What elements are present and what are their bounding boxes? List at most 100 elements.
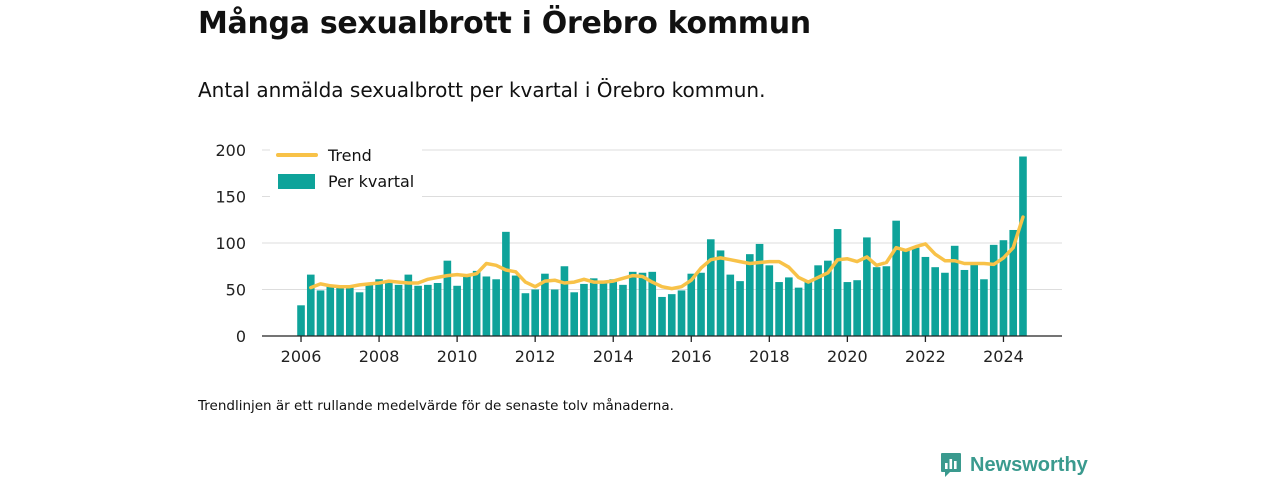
bar bbox=[531, 289, 539, 336]
bar bbox=[570, 292, 578, 336]
bar bbox=[706, 239, 715, 336]
chart-title: Många sexualbrott i Örebro kommun bbox=[198, 6, 811, 41]
bar bbox=[882, 266, 891, 336]
bar bbox=[824, 260, 832, 336]
bar bbox=[853, 280, 861, 336]
bar bbox=[580, 283, 588, 336]
x-tick-label: 2024 bbox=[983, 347, 1024, 366]
bar bbox=[511, 275, 520, 336]
bar bbox=[980, 279, 988, 336]
bar bbox=[921, 256, 930, 336]
bar bbox=[863, 237, 871, 336]
bar bbox=[550, 289, 559, 336]
bar bbox=[1019, 156, 1027, 336]
bar bbox=[667, 294, 676, 336]
bar bbox=[385, 280, 393, 336]
x-tick-label: 2012 bbox=[515, 347, 556, 366]
y-tick-label: 100 bbox=[215, 234, 246, 253]
bar bbox=[492, 279, 500, 336]
bar bbox=[355, 292, 364, 336]
bar bbox=[443, 260, 452, 336]
bar bbox=[726, 274, 735, 336]
bar bbox=[902, 250, 910, 336]
x-tick-label: 2020 bbox=[827, 347, 868, 366]
bar bbox=[424, 284, 432, 336]
bar bbox=[628, 271, 637, 336]
bar bbox=[999, 240, 1008, 336]
x-tick-label: 2018 bbox=[749, 347, 790, 366]
bar bbox=[1009, 229, 1018, 336]
bar bbox=[989, 244, 998, 336]
legend: Trend Per kvartal bbox=[270, 140, 422, 198]
bar bbox=[648, 271, 657, 336]
x-tick-label: 2008 bbox=[359, 347, 400, 366]
bar bbox=[297, 305, 305, 336]
x-axis: 2006 2008 2010 2012 2014 2016 2018 2020 2022 2024 bbox=[262, 335, 1062, 366]
y-tick-labels: 0 50 100 150 200 bbox=[215, 141, 246, 346]
bar bbox=[794, 287, 803, 336]
bar bbox=[326, 285, 335, 336]
bar bbox=[472, 270, 481, 336]
bar bbox=[931, 267, 939, 336]
bar bbox=[414, 285, 422, 336]
footnote: Trendlinjen är ett rullande medelvärde f… bbox=[198, 398, 674, 414]
bar bbox=[638, 272, 647, 336]
bar bbox=[677, 290, 686, 336]
bar bbox=[346, 287, 354, 336]
bar bbox=[804, 281, 813, 336]
x-tick-label: 2006 bbox=[281, 347, 322, 366]
bar bbox=[336, 285, 344, 336]
bar bbox=[911, 247, 920, 336]
brand[interactable]: Newsworthy bbox=[940, 450, 1088, 480]
bar bbox=[599, 282, 608, 336]
bar bbox=[541, 273, 549, 336]
bar bbox=[316, 290, 325, 336]
y-tick-label: 0 bbox=[236, 327, 246, 346]
bar bbox=[736, 281, 744, 336]
trend-line bbox=[309, 215, 1025, 291]
bar bbox=[960, 269, 969, 336]
bar bbox=[755, 243, 764, 336]
bar bbox=[950, 245, 959, 336]
bar-chart: 0 50 100 150 200 2006 2008 2010 2012 2014 2016 201… bbox=[215, 140, 1062, 366]
bar bbox=[814, 265, 822, 336]
x-tick-label: 2014 bbox=[593, 347, 634, 366]
bar bbox=[306, 274, 315, 336]
bar bbox=[687, 273, 696, 336]
bar bbox=[560, 266, 569, 336]
bar bbox=[609, 279, 618, 336]
y-tick-label: 200 bbox=[215, 141, 246, 160]
bar bbox=[463, 276, 471, 336]
bar bbox=[872, 267, 881, 336]
y-tick-label: 50 bbox=[226, 281, 246, 300]
bar bbox=[843, 282, 852, 336]
bar bbox=[521, 293, 530, 336]
bar bbox=[785, 277, 793, 336]
bar-series bbox=[297, 156, 1027, 336]
legend-trend-label: Trend bbox=[327, 146, 372, 165]
newsworthy-logo-icon bbox=[941, 453, 961, 477]
bar bbox=[482, 276, 491, 336]
bar bbox=[716, 250, 725, 336]
x-tick-label: 2010 bbox=[437, 347, 478, 366]
legend-bar-label: Per kvartal bbox=[328, 172, 414, 191]
bar bbox=[941, 272, 949, 336]
legend-bar-swatch bbox=[278, 174, 315, 189]
bar bbox=[775, 282, 783, 336]
brand-name: Newsworthy bbox=[970, 453, 1088, 476]
bar bbox=[892, 220, 900, 336]
bar bbox=[765, 265, 774, 336]
bar bbox=[502, 231, 510, 336]
bar bbox=[619, 284, 627, 336]
bar bbox=[394, 284, 403, 336]
bar bbox=[375, 279, 383, 336]
chart-subtitle: Antal anmälda sexualbrott per kvartal i … bbox=[198, 78, 766, 102]
bar bbox=[404, 274, 413, 336]
y-tick-label: 150 bbox=[215, 188, 246, 207]
x-tick-label: 2022 bbox=[905, 347, 946, 366]
bar bbox=[365, 283, 374, 336]
x-tick-label: 2016 bbox=[671, 347, 712, 366]
bar bbox=[970, 263, 978, 336]
bar bbox=[453, 285, 461, 336]
bar bbox=[746, 254, 754, 336]
